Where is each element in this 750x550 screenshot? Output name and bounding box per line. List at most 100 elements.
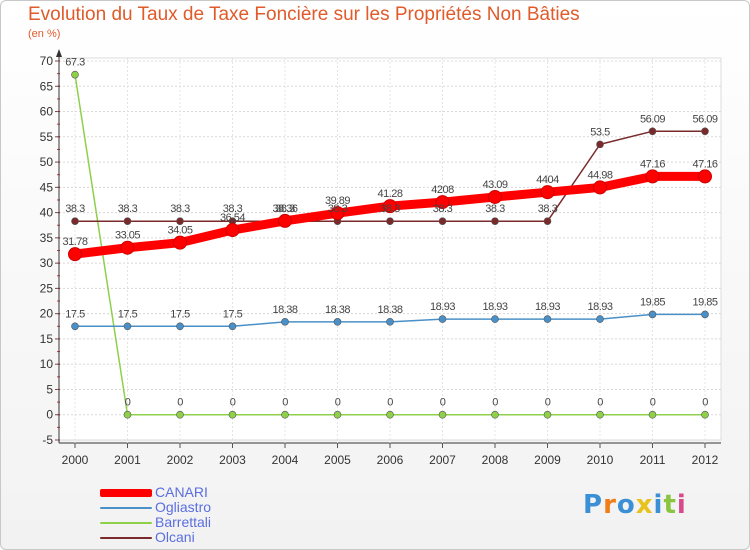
data-point bbox=[435, 195, 450, 210]
x-tick-label: 2004 bbox=[272, 453, 299, 467]
data-label: 38.3 bbox=[433, 203, 453, 215]
data-label: 18.93 bbox=[535, 301, 560, 313]
y-tick-label: 60 bbox=[40, 105, 54, 119]
legend-swatch bbox=[100, 521, 152, 524]
data-point bbox=[386, 410, 394, 419]
y-tick-label: 15 bbox=[40, 332, 54, 346]
data-point bbox=[438, 315, 447, 323]
data-point bbox=[71, 322, 79, 331]
data-label: 18.38 bbox=[272, 304, 297, 316]
logo-letter: i bbox=[676, 490, 687, 520]
data-label: 0 bbox=[545, 397, 551, 409]
data-label: 0 bbox=[650, 397, 656, 409]
y-tick-label: 40 bbox=[40, 206, 54, 220]
logo-letter: i bbox=[653, 490, 664, 520]
data-point bbox=[596, 140, 604, 149]
data-label: 36.54 bbox=[220, 212, 245, 224]
data-label: 18.93 bbox=[482, 301, 507, 313]
y-tick-label: 35 bbox=[40, 231, 54, 245]
logo-letter: t bbox=[663, 490, 677, 520]
y-tick-label: -5 bbox=[42, 433, 53, 447]
data-point bbox=[123, 217, 132, 225]
y-tick-label: 50 bbox=[40, 155, 54, 169]
legend-item: Ogliastro bbox=[100, 500, 211, 515]
data-point bbox=[648, 410, 657, 419]
data-point bbox=[488, 189, 502, 204]
y-tick-label: 30 bbox=[40, 256, 54, 270]
data-point bbox=[228, 322, 237, 331]
data-label: 17.5 bbox=[65, 308, 85, 320]
data-label: 4404 bbox=[536, 174, 559, 186]
y-tick-label: 55 bbox=[40, 130, 54, 144]
data-point bbox=[176, 217, 184, 225]
data-point bbox=[330, 206, 345, 221]
data-point bbox=[540, 185, 555, 200]
logo-letter: P bbox=[583, 490, 604, 520]
x-tick-label: 2006 bbox=[377, 453, 404, 467]
data-label: 0 bbox=[177, 397, 183, 409]
y-tick-label: 0 bbox=[46, 408, 53, 422]
legend-label: CANARI bbox=[155, 484, 208, 500]
data-point bbox=[543, 410, 552, 419]
logo-letter: o bbox=[616, 490, 636, 520]
x-tick-label: 2009 bbox=[534, 453, 561, 467]
data-point bbox=[278, 213, 292, 228]
y-tick-label: 5 bbox=[46, 382, 53, 396]
data-point bbox=[71, 217, 79, 225]
y-tick-label: 20 bbox=[40, 307, 54, 321]
data-label: 56.09 bbox=[640, 113, 665, 125]
data-label: 38.3 bbox=[65, 203, 85, 215]
x-tick-label: 2001 bbox=[114, 453, 141, 467]
data-point bbox=[71, 70, 79, 79]
y-tick-label: 65 bbox=[40, 79, 54, 93]
data-point bbox=[543, 315, 552, 323]
data-point bbox=[383, 199, 397, 214]
data-label: 31.78 bbox=[62, 236, 87, 248]
data-point bbox=[645, 169, 660, 184]
logo-letter: x bbox=[635, 490, 654, 520]
data-point bbox=[281, 318, 289, 326]
data-label: 18.38 bbox=[377, 304, 402, 316]
data-label: 67.3 bbox=[65, 57, 85, 69]
x-tick-label: 2005 bbox=[324, 453, 351, 467]
x-tick-label: 2008 bbox=[482, 453, 509, 467]
data-point bbox=[698, 169, 712, 184]
data-label: 19.85 bbox=[692, 296, 717, 308]
data-label: 38.36 bbox=[272, 203, 297, 215]
data-label: 18.38 bbox=[325, 304, 350, 316]
legend-label: Ogliastro bbox=[155, 499, 212, 515]
data-label: 44.98 bbox=[587, 169, 612, 181]
data-point bbox=[701, 127, 709, 136]
data-label: 19.85 bbox=[640, 296, 665, 308]
data-point bbox=[648, 310, 657, 319]
data-point bbox=[68, 247, 82, 262]
legend-item: CANARI bbox=[100, 485, 211, 500]
data-point bbox=[438, 410, 447, 419]
data-point bbox=[333, 318, 342, 326]
y-axis-arrow bbox=[56, 49, 62, 57]
legend-label: Barrettali bbox=[155, 514, 212, 530]
data-label: 56.09 bbox=[692, 113, 717, 125]
data-label: 0 bbox=[335, 397, 341, 409]
data-point bbox=[701, 410, 709, 419]
x-tick-label: 2000 bbox=[62, 453, 89, 467]
logo-letter: r bbox=[603, 490, 617, 520]
data-label: 4208 bbox=[431, 184, 454, 196]
data-label: 38.3 bbox=[538, 203, 558, 215]
data-label: 17.5 bbox=[118, 308, 138, 320]
data-label: 38.3 bbox=[328, 203, 348, 215]
data-point bbox=[173, 235, 187, 250]
data-label: 43.09 bbox=[482, 179, 507, 191]
data-label: 0 bbox=[230, 397, 236, 409]
data-label: 0 bbox=[282, 397, 288, 409]
data-label: 0 bbox=[125, 397, 131, 409]
data-label: 38.3 bbox=[223, 203, 243, 215]
data-label: 38.3 bbox=[170, 203, 190, 215]
y-tick-label: 70 bbox=[40, 54, 54, 68]
proxiti-logo: Proxiti bbox=[583, 490, 687, 520]
data-point bbox=[648, 127, 657, 136]
chart-legend: CANARI Ogliastro Barrettali Olcani bbox=[100, 485, 211, 545]
chart-subtitle: (en %) bbox=[28, 28, 61, 40]
x-tick-label: 2010 bbox=[587, 453, 614, 467]
